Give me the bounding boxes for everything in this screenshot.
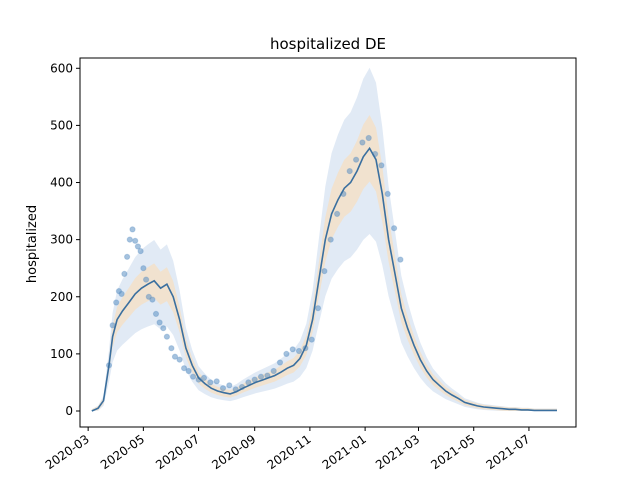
data-point (219, 385, 227, 392)
data-point (171, 353, 179, 360)
data-point (308, 336, 315, 343)
chart-title: hospitalized DE (270, 35, 386, 53)
y-axis: 0 100 200 300 400 500 600 (50, 61, 80, 418)
data-point (276, 359, 284, 366)
data-point (168, 345, 175, 352)
y-tick-label: 600 (50, 61, 73, 75)
data-point (353, 156, 360, 163)
data-point (384, 190, 391, 197)
y-tick-label: 400 (50, 176, 73, 190)
x-tick-label: 2020-07 (153, 432, 202, 472)
data-point (137, 248, 144, 255)
data-point (126, 236, 133, 243)
data-point (140, 265, 147, 272)
x-tick-label: 2021-07 (484, 432, 533, 472)
data-point (156, 319, 163, 326)
data-point (145, 293, 152, 300)
data-point (190, 373, 197, 380)
data-point (359, 139, 366, 146)
band-inner (91, 115, 558, 411)
data-point (207, 379, 214, 386)
data-point (226, 382, 233, 389)
data-point (200, 374, 208, 381)
observed-points (105, 134, 404, 393)
series-line-model (91, 146, 557, 412)
data-point (391, 225, 398, 232)
data-point (346, 168, 353, 175)
uncertainty-bands (91, 67, 558, 411)
y-tick-label: 200 (50, 290, 73, 304)
data-point (314, 305, 322, 312)
data-point (181, 365, 188, 372)
data-point (213, 378, 220, 385)
data-point (160, 325, 167, 332)
data-point (289, 346, 296, 353)
y-tick-label: 500 (50, 118, 73, 132)
data-point (295, 347, 303, 355)
data-point (129, 226, 136, 233)
data-point (321, 268, 328, 275)
y-tick-label: 100 (50, 347, 73, 361)
data-point (134, 243, 141, 250)
data-point (185, 367, 192, 375)
data-point (270, 367, 277, 375)
x-tick-label: 2020-09 (209, 432, 258, 472)
x-axis: 2020-03 2020-05 2020-07 2020-09 2020-11 2021-… (43, 427, 533, 472)
data-point (132, 237, 139, 244)
data-point (121, 270, 128, 277)
y-tick-label: 0 (65, 404, 73, 418)
x-tick-label: 2021-05 (428, 432, 477, 472)
y-axis-label: hospitalized (25, 205, 40, 283)
data-point (397, 256, 404, 263)
data-point (334, 210, 341, 217)
data-point (257, 373, 265, 380)
x-tick-label: 2020-03 (43, 432, 92, 472)
x-tick-label: 2021-03 (373, 432, 422, 472)
data-point (365, 134, 372, 142)
data-point (327, 236, 334, 243)
x-tick-label: 2020-11 (265, 432, 314, 472)
y-tick-label: 300 (50, 233, 73, 247)
data-point (149, 296, 156, 303)
data-point (124, 253, 131, 260)
x-tick-label: 2021-01 (320, 432, 369, 472)
data-point (113, 299, 120, 306)
data-point (176, 356, 183, 363)
plot-frame (79, 57, 577, 428)
data-point (163, 333, 170, 340)
data-point (143, 276, 150, 283)
data-point (283, 350, 290, 357)
data-point (118, 290, 125, 297)
x-tick-label: 2020-05 (98, 432, 147, 472)
data-point (152, 310, 160, 317)
data-point (378, 162, 385, 169)
